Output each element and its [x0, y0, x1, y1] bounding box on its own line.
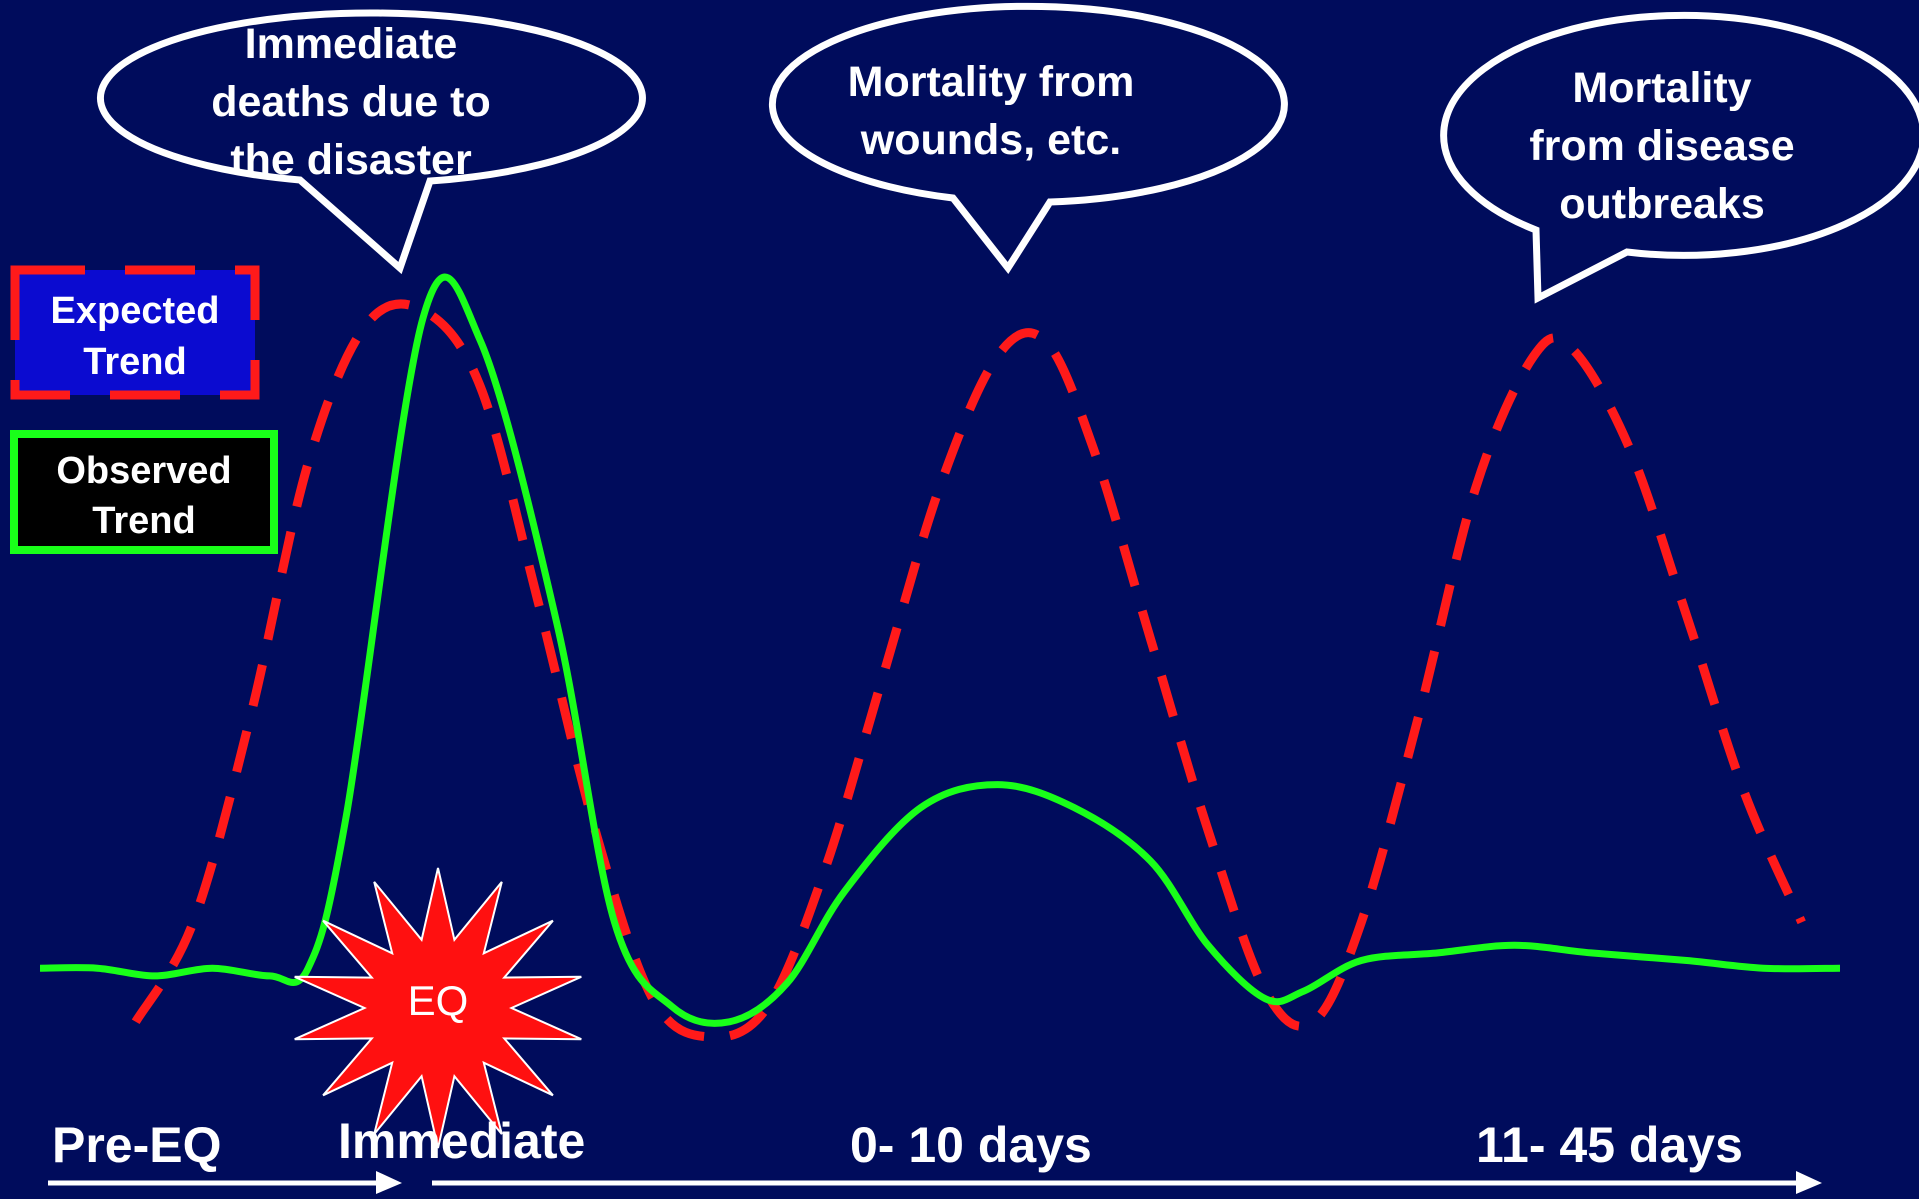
callout-wounds-line-1: Mortality from [848, 58, 1135, 106]
legend-observed-line-1: Observed [56, 450, 231, 492]
phase-label-immediate: Immediate [338, 1113, 585, 1169]
expected-trend-line [131, 299, 1806, 1042]
callout-disease-line-1: Mortality [1572, 64, 1751, 112]
legend-expected-line-2: Trend [83, 341, 186, 383]
observed-trend-line [39, 273, 1841, 1027]
eq-burst: EQ [294, 867, 582, 1149]
callout-wounds: Mortality from wounds, etc. [768, 2, 1288, 275]
callout-wounds-bubble [768, 2, 1288, 275]
callout-immediate-line-1: Immediate [245, 20, 458, 68]
phase-label-pre-eq: Pre-EQ [52, 1117, 222, 1173]
phase-axis: Pre-EQ Immediate 0- 10 days 11- 45 days [48, 1113, 1822, 1194]
legend-observed-line-2: Trend [92, 500, 195, 542]
callout-immediate: Immediate deaths due to the disaster [96, 9, 646, 275]
callout-disease: Mortality from disease outbreaks [1440, 11, 1919, 304]
eq-burst-shape [294, 867, 582, 1149]
callout-disease-line-3: outbreaks [1559, 180, 1765, 228]
series-layer [39, 273, 1841, 1042]
legend: Expected Trend Observed Trend [10, 265, 278, 554]
legend-observed: Observed Trend [10, 430, 278, 554]
callouts: Immediate deaths due to the disaster Mor… [96, 2, 1919, 304]
callout-disease-line-2: from disease [1529, 122, 1794, 170]
callout-disease-bubble [1440, 11, 1919, 304]
legend-observed-box [10, 430, 278, 554]
arrow-post-eq-head [1796, 1171, 1822, 1194]
callout-wounds-line-2: wounds, etc. [860, 116, 1121, 164]
phase-label-11-45-days: 11- 45 days [1476, 1117, 1743, 1173]
callout-immediate-line-2: deaths due to [211, 78, 491, 126]
arrow-pre-eq [48, 1171, 402, 1194]
callout-immediate-bubble [96, 9, 646, 275]
legend-expected-line-1: Expected [51, 290, 220, 332]
arrow-post-eq [432, 1171, 1822, 1194]
callout-immediate-line-3: the disaster [230, 136, 472, 184]
phase-label-0-10-days: 0- 10 days [850, 1117, 1092, 1173]
arrow-pre-eq-head [376, 1171, 402, 1194]
legend-expected: Expected Trend [10, 265, 260, 400]
eq-label: EQ [408, 977, 469, 1024]
legend-expected-box [10, 265, 260, 400]
